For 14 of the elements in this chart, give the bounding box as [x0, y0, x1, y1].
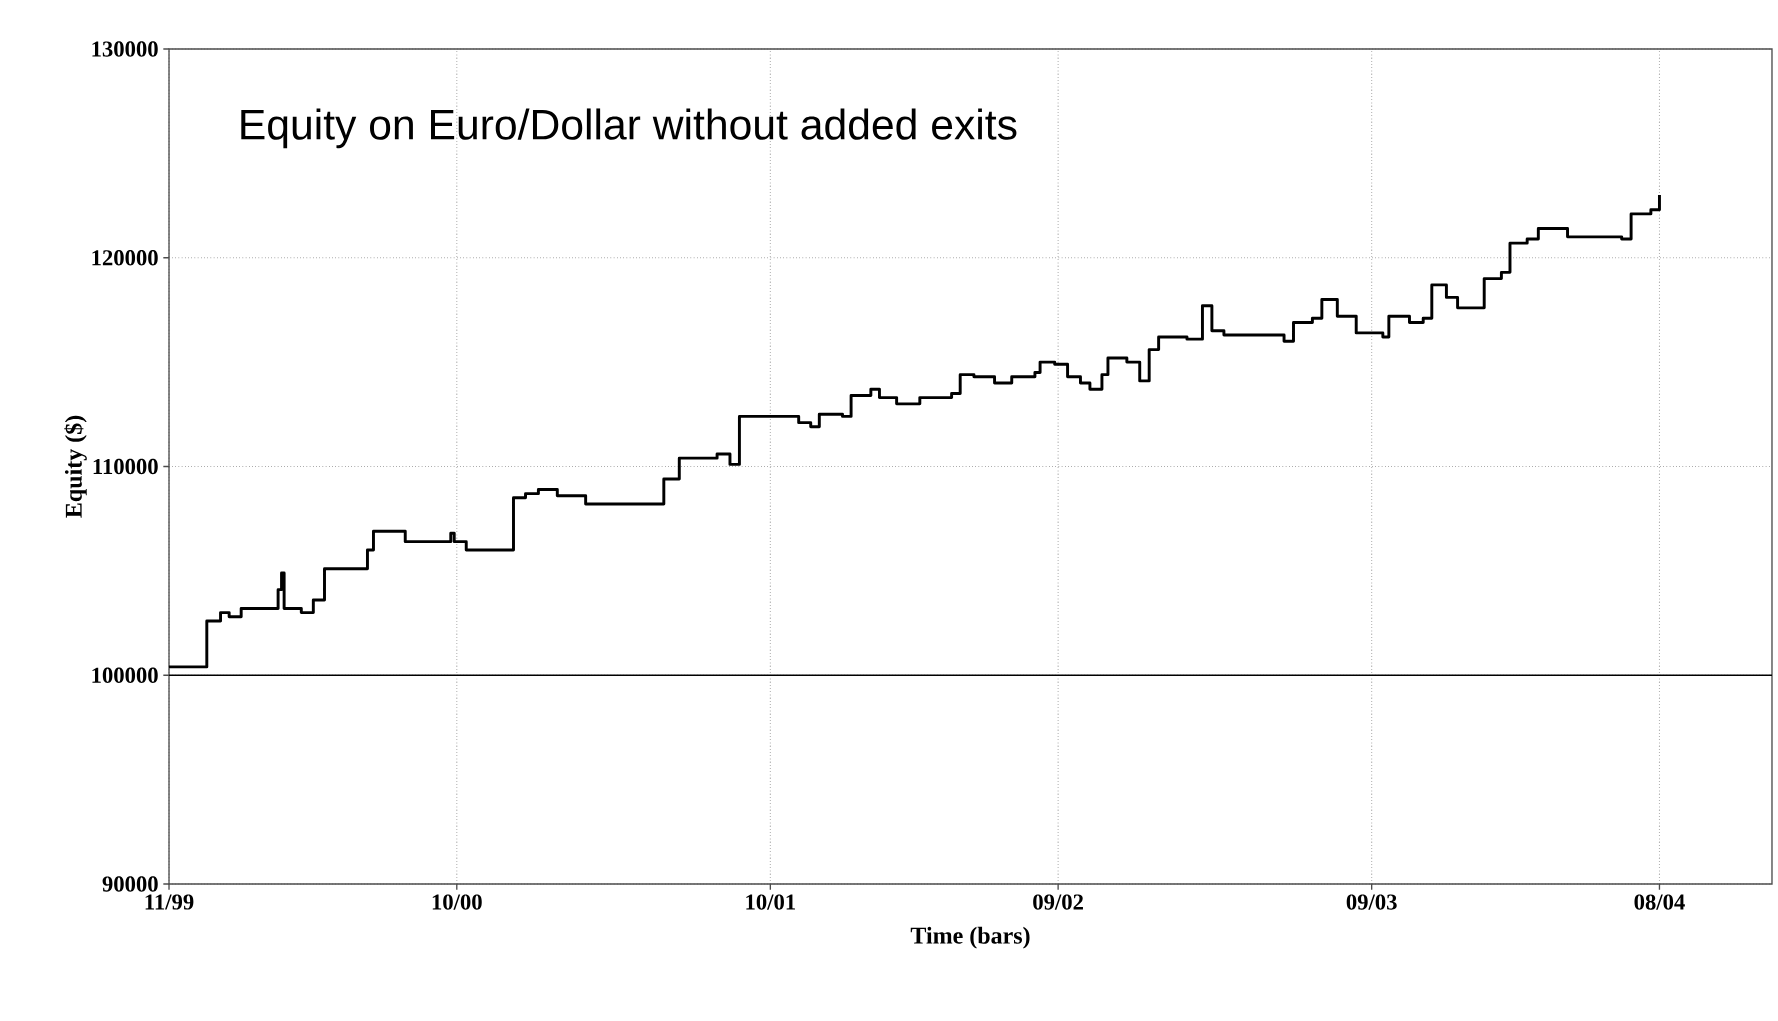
y-tick-label: 130000	[92, 41, 158, 57]
y-axis-title: Equity ($)	[64, 415, 87, 518]
y-tick-label: 100000	[92, 667, 158, 683]
x-tick-label: 08/04	[1634, 894, 1685, 910]
y-tick-label: 110000	[93, 458, 158, 475]
x-tick-label: 10/00	[432, 894, 482, 910]
text: Equity on Euro/Dollar without added exits	[241, 108, 1017, 149]
x-tick-label: 09/02	[1033, 894, 1083, 910]
y-tick-label: 120000	[92, 250, 158, 266]
y-tick-label: 90000	[102, 876, 158, 892]
x-tick-label: 09/03	[1346, 894, 1397, 910]
x-tick-label: 11/99	[145, 894, 194, 910]
x-axis-title: Time (bars)	[910, 926, 1030, 949]
x-tick-label: 10/01	[746, 894, 795, 910]
